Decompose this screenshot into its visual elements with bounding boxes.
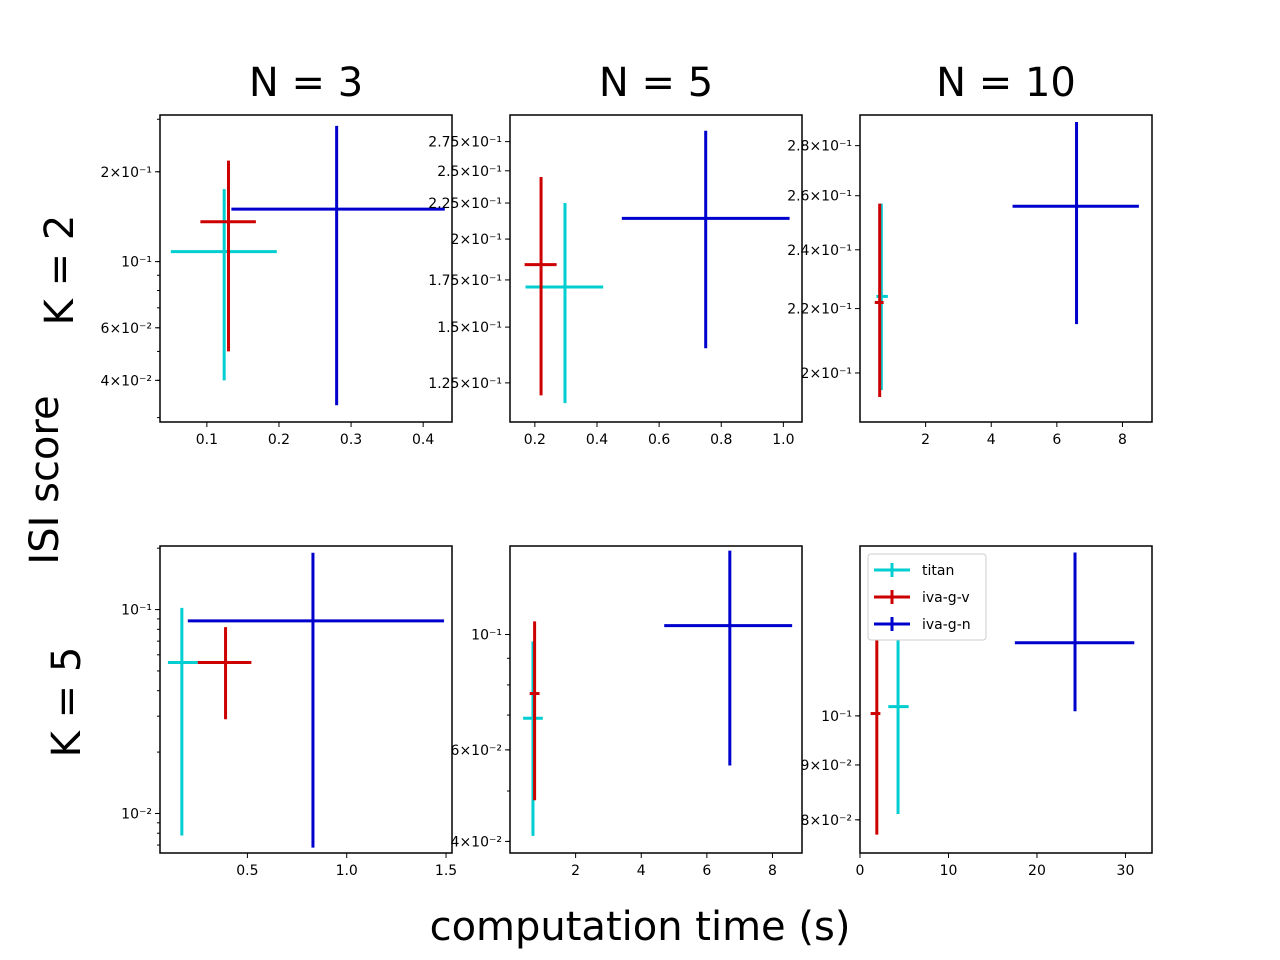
x-tick-label: 8 <box>1118 432 1127 448</box>
panel-1: 0.2 0.4 0.6 0.8 1.0 2.75×10⁻¹ 2.5×10⁻¹ 2.25×10⁻… <box>428 114 803 448</box>
series-group <box>874 121 1139 398</box>
x-tick-label: 0.3 <box>340 432 362 448</box>
legend-box <box>867 553 987 641</box>
x-axis-label: computation time (s) <box>429 904 851 950</box>
y-tick-label: 10⁻¹ <box>121 255 152 271</box>
series-group <box>870 552 1135 835</box>
panel-frame <box>159 114 453 423</box>
x-tick-label: 0.5 <box>236 863 258 879</box>
x-tick-label: 2 <box>921 432 930 448</box>
panel-frame <box>509 114 803 423</box>
x-tick-label: 30 <box>1117 863 1135 879</box>
y-tick-label: 6×10⁻² <box>451 743 502 759</box>
y-tick-label: 2.6×10⁻¹ <box>787 189 852 205</box>
y-tick-label: 2.8×10⁻¹ <box>787 139 852 155</box>
panel-frame <box>859 545 1153 854</box>
y-tick-label: 10⁻¹ <box>821 709 852 725</box>
panel-4: 2 4 6 8 10⁻¹ 6×10⁻² 4×10⁻² <box>451 545 803 879</box>
series-group <box>524 130 790 404</box>
x-tick-label: 0.1 <box>196 432 218 448</box>
row-label-k2: K = 2 <box>37 214 83 326</box>
y-tick-label: 2.5×10⁻¹ <box>437 164 502 180</box>
series-group <box>170 125 445 406</box>
y-axis-label: ISI score <box>22 395 68 565</box>
x-tick-label: 0.4 <box>412 432 434 448</box>
x-tick-label: 1.0 <box>336 863 358 879</box>
y-tick-label: 10⁻¹ <box>121 603 152 619</box>
x-tick-label: 0.8 <box>710 432 732 448</box>
series-group <box>523 550 793 836</box>
y-tick-label: 4×10⁻² <box>451 834 502 850</box>
x-tick-label: 4 <box>637 863 646 879</box>
legend: titan iva-g-v iva-g-n <box>867 553 987 641</box>
x-tick-label: 2 <box>571 863 580 879</box>
y-tick-label: 6×10⁻² <box>101 321 152 337</box>
x-tick-label: 0 <box>856 863 865 879</box>
legend-label-iva-g-n: iva-g-n <box>922 617 971 633</box>
y-tick-label: 1.75×10⁻¹ <box>428 273 502 289</box>
row-label-k5: K = 5 <box>44 646 90 758</box>
y-tick-label: 2.2×10⁻¹ <box>787 302 852 318</box>
panel-frame <box>859 114 1153 423</box>
panel-2: 2 4 6 8 2.8×10⁻¹ 2.6×10⁻¹ 2.4×10⁻¹ 2.2×10⁻¹ 2×10… <box>787 114 1153 448</box>
column-title-n5: N = 5 <box>598 60 714 106</box>
x-tick-label: 6 <box>702 863 711 879</box>
x-tick-label: 8 <box>768 863 777 879</box>
y-tick-label: 4×10⁻² <box>101 373 152 389</box>
y-tick-label: 2.75×10⁻¹ <box>428 135 502 151</box>
x-tick-label: 0.2 <box>524 432 546 448</box>
y-tick-label: 10⁻¹ <box>471 628 502 644</box>
column-title-n3: N = 3 <box>248 60 364 106</box>
y-tick-label: 8×10⁻² <box>801 813 852 829</box>
y-tick-label: 2.4×10⁻¹ <box>787 243 852 259</box>
panel-5: 0 10 20 30 10⁻¹ 9×10⁻² 8×10⁻² <box>801 545 1153 879</box>
x-tick-label: 20 <box>1028 863 1046 879</box>
series-group <box>167 552 445 848</box>
y-tick-label: 9×10⁻² <box>801 758 852 774</box>
panel-0: 0.1 0.2 0.3 0.4 2×10⁻¹ 10⁻¹ 6×10⁻² 4×10⁻² <box>101 114 453 448</box>
y-tick-label: 2.25×10⁻¹ <box>428 196 502 212</box>
panel-3: 0.5 1.0 1.5 10⁻¹ 10⁻² <box>121 545 457 879</box>
y-tick-label: 2×10⁻¹ <box>801 366 852 382</box>
legend-label-iva-g-v: iva-g-v <box>922 590 970 606</box>
legend-label-titan: titan <box>922 563 954 579</box>
x-tick-label: 0.2 <box>268 432 290 448</box>
x-tick-label: 6 <box>1052 432 1061 448</box>
y-tick-label: 10⁻² <box>121 806 152 822</box>
x-tick-label: 1.0 <box>772 432 794 448</box>
panel-frame <box>159 545 453 854</box>
x-tick-label: 0.6 <box>648 432 670 448</box>
x-tick-label: 0.4 <box>586 432 608 448</box>
y-tick-label: 2×10⁻¹ <box>101 165 152 181</box>
x-tick-label: 4 <box>987 432 996 448</box>
panel-frame <box>509 545 803 854</box>
y-tick-label: 1.25×10⁻¹ <box>428 376 502 392</box>
y-tick-label: 1.5×10⁻¹ <box>437 320 502 336</box>
y-tick-label: 2×10⁻¹ <box>451 232 502 248</box>
x-tick-label: 1.5 <box>435 863 457 879</box>
x-tick-label: 10 <box>940 863 958 879</box>
column-title-n10: N = 10 <box>936 60 1076 106</box>
